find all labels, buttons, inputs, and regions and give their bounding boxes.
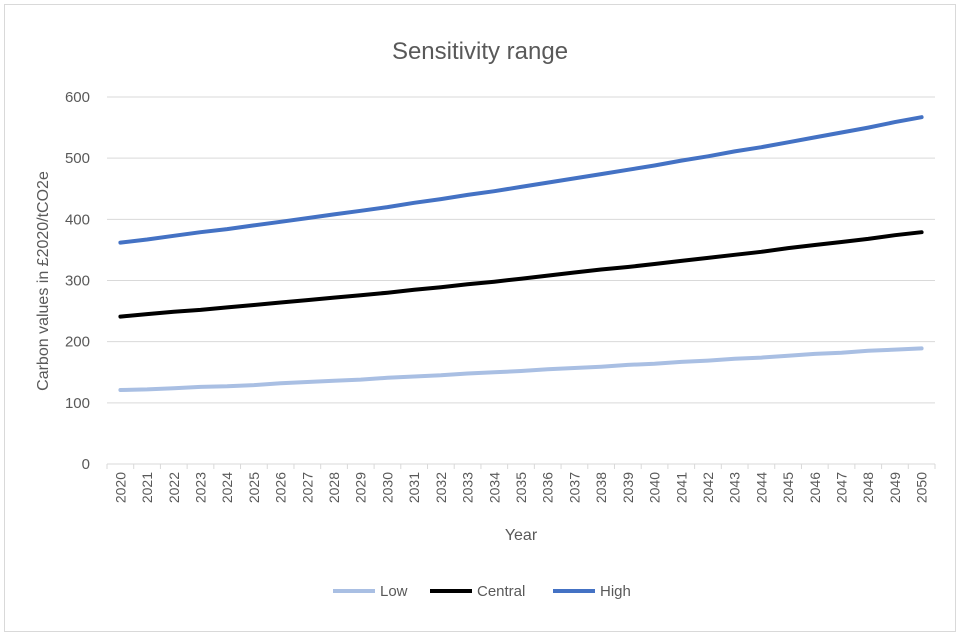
x-tick-label: 2031	[406, 472, 422, 503]
series-line-low	[118, 346, 924, 392]
x-axis-label: Year	[505, 527, 538, 544]
x-tick-label: 2027	[299, 472, 315, 503]
x-tick-label: 2039	[620, 472, 636, 503]
x-tick-label: 2041	[673, 472, 689, 503]
y-tick-label: 400	[65, 211, 90, 228]
x-tick-label: 2036	[540, 472, 556, 503]
x-tick-label: 2033	[460, 472, 476, 503]
x-tick-label: 2050	[914, 472, 930, 503]
x-tick-label: 2023	[192, 472, 208, 503]
x-tick-label: 2037	[566, 472, 582, 503]
x-tick-label: 2038	[593, 472, 609, 503]
x-tick-label: 2043	[727, 472, 743, 503]
legend-label-low: Low	[380, 583, 408, 600]
x-tick-label: 2034	[486, 472, 502, 503]
x-tick-label: 2049	[887, 472, 903, 503]
x-tick-label: 2042	[700, 472, 716, 503]
x-tick-label: 2032	[433, 472, 449, 503]
x-tick-label: 2020	[112, 472, 128, 503]
y-tick-label: 200	[65, 334, 90, 351]
legend-label-high: High	[600, 583, 631, 600]
y-tick-label: 0	[82, 456, 90, 473]
x-tick-label: 2024	[219, 472, 235, 503]
y-tick-label: 600	[65, 89, 90, 106]
y-tick-label: 100	[65, 395, 90, 412]
y-tick-label: 500	[65, 150, 90, 167]
x-tick-label: 2040	[647, 472, 663, 503]
x-tick-label: 2022	[166, 472, 182, 503]
chart-frame	[4, 4, 956, 632]
x-tick-label: 2026	[273, 472, 289, 503]
x-tick-label: 2025	[246, 472, 262, 503]
y-axis-label: Carbon values in £2020/tCO2e	[35, 171, 52, 391]
x-tick-label: 2035	[513, 472, 529, 503]
x-tick-label: 2046	[807, 472, 823, 503]
legend-label-central: Central	[477, 583, 525, 600]
x-tick-label: 2029	[353, 472, 369, 503]
x-tick-label: 2028	[326, 472, 342, 503]
x-tick-label: 2047	[834, 472, 850, 503]
legend: Low Central High	[333, 583, 631, 600]
x-tick-label: 2044	[753, 472, 769, 503]
series-line-central	[118, 230, 924, 319]
x-tick-label: 2048	[860, 472, 876, 503]
x-tick-label: 2030	[379, 472, 395, 503]
series-line-high	[118, 115, 924, 245]
chart-title: Sensitivity range	[391, 38, 569, 65]
x-tick-label: 2045	[780, 472, 796, 503]
x-tick-label: 2021	[139, 472, 155, 503]
y-tick-label: 300	[65, 273, 90, 290]
